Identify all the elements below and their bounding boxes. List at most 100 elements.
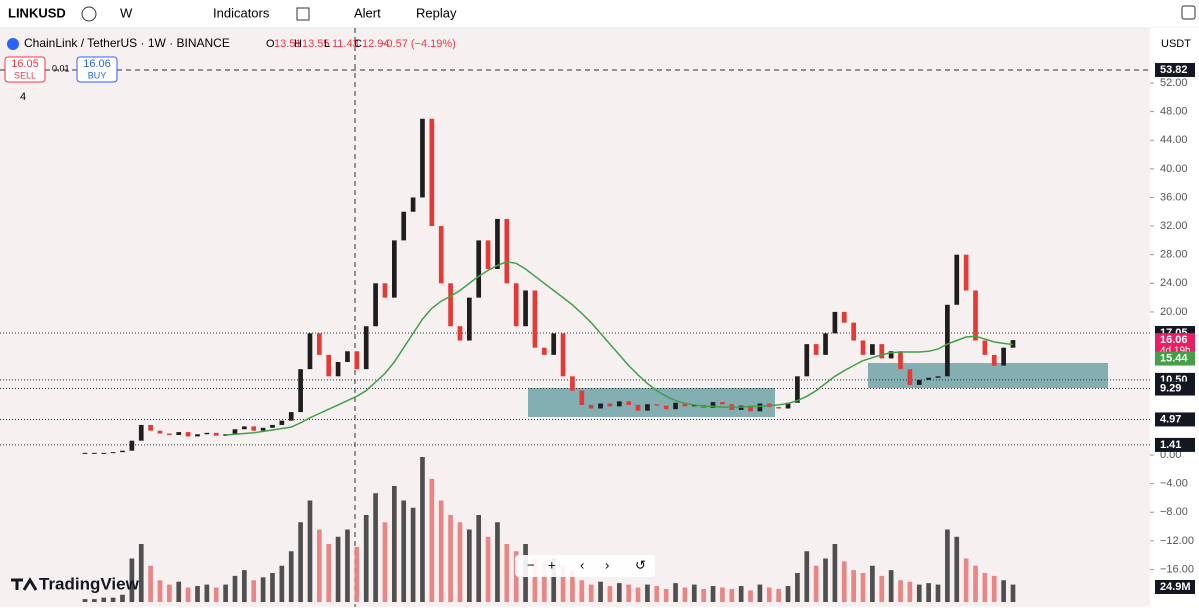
- fullscreen[interactable]: [1181, 5, 1196, 20]
- candle: [982, 340, 988, 355]
- volume-bar: [785, 586, 791, 602]
- zoom-in[interactable]: +: [548, 557, 556, 572]
- symbol-icon: [7, 38, 19, 50]
- volume-bar: [92, 599, 97, 602]
- volume-bar: [738, 586, 744, 602]
- level-tag: [1155, 437, 1195, 452]
- volume-bar: [420, 457, 425, 602]
- volume-bar: [654, 586, 660, 602]
- volume-bar: [307, 500, 313, 602]
- volume-bar: [232, 575, 238, 602]
- volume-bar: [120, 594, 125, 602]
- y-tick-label: −4.00: [1160, 478, 1188, 490]
- scroll-left[interactable]: ‹: [580, 557, 584, 572]
- candle: [963, 254, 969, 291]
- volume-bar: [101, 597, 107, 602]
- candle: [317, 333, 322, 355]
- volume-bar: [354, 546, 360, 602]
- volume-bar: [270, 573, 275, 602]
- candle: [438, 226, 444, 284]
- level-label: 4.97: [1160, 413, 1181, 425]
- candle: [841, 311, 847, 323]
- candle: [138, 424, 144, 441]
- add-symbol[interactable]: [81, 6, 97, 22]
- candle: [476, 240, 482, 298]
- volume-bar: [851, 570, 856, 602]
- y-tick-label: 32.00: [1160, 220, 1188, 232]
- candle: [410, 197, 416, 212]
- volume-bar: [663, 588, 669, 602]
- level-tag: [1155, 62, 1195, 77]
- zoom-out[interactable]: −: [527, 557, 535, 572]
- candle: [945, 304, 950, 377]
- volume-bar: [766, 587, 772, 602]
- volume-bar: [476, 515, 482, 602]
- indicators[interactable]: Indicators: [213, 5, 270, 20]
- volume-bar: [532, 558, 538, 602]
- nav-bar: [515, 555, 655, 577]
- candle: [579, 390, 585, 405]
- sell-button[interactable]: [4, 56, 46, 83]
- candle: [879, 344, 885, 359]
- volume-bar: [823, 558, 828, 602]
- candle: [785, 402, 791, 409]
- candle: [448, 283, 453, 327]
- currency[interactable]: USDT: [1161, 38, 1191, 50]
- layouts[interactable]: [296, 7, 310, 21]
- candle: [804, 344, 810, 377]
- volume-bar: [82, 599, 88, 602]
- y-tick-label: 28.00: [1160, 249, 1188, 261]
- candle: [270, 424, 275, 428]
- replay[interactable]: Replay: [416, 5, 457, 20]
- indicator-count[interactable]: 4: [20, 91, 26, 103]
- volume-bar: [682, 587, 688, 602]
- volume-bar: [541, 561, 547, 602]
- volume-bar: [429, 478, 435, 602]
- scroll-right[interactable]: ›: [605, 557, 609, 572]
- candle: [991, 354, 997, 366]
- symbol[interactable]: LINKUSD: [8, 5, 66, 20]
- volume-bar: [448, 515, 453, 602]
- volume-bar: [626, 584, 632, 602]
- candle: [176, 432, 182, 435]
- candle: [598, 403, 603, 409]
- candle: [654, 404, 660, 406]
- volume-bar: [579, 580, 585, 602]
- y-tick-label: 48.00: [1160, 106, 1188, 118]
- zone: [528, 388, 775, 417]
- volume-bar: [457, 522, 463, 602]
- volume-bar: [251, 580, 257, 602]
- volume-bar: [504, 544, 510, 602]
- candle: [860, 340, 866, 355]
- alert[interactable]: Alert: [354, 5, 381, 20]
- volume-bar: [795, 573, 800, 602]
- volume-bar: [720, 587, 725, 602]
- ma-value: 15.44: [1160, 352, 1188, 364]
- candle: [926, 377, 931, 380]
- candle: [466, 297, 472, 341]
- interval[interactable]: W: [120, 5, 133, 20]
- level-label: 1.41: [1160, 439, 1181, 451]
- reset[interactable]: ↺: [635, 557, 646, 572]
- ohlc-key: C: [354, 38, 362, 50]
- volume-bar: [916, 584, 922, 602]
- candle: [645, 404, 650, 411]
- volume-bar: [410, 507, 416, 602]
- candle: [232, 429, 238, 435]
- volume-bar: [860, 573, 866, 602]
- candle: [551, 333, 557, 355]
- buy-button[interactable]: [76, 56, 118, 83]
- candle: [429, 118, 435, 227]
- candle: [888, 351, 894, 359]
- volume-bar: [213, 587, 219, 602]
- volume-bar: [363, 515, 369, 602]
- volume-bar: [560, 565, 566, 602]
- candle: [242, 426, 247, 430]
- volume-bar: [326, 544, 332, 602]
- y-tick-label: −8.00: [1160, 506, 1188, 518]
- candle: [757, 403, 763, 412]
- volume-bar: [129, 558, 135, 602]
- volume-bar: [345, 529, 350, 602]
- volume-bar: [645, 584, 650, 602]
- volume-bar: [832, 544, 838, 602]
